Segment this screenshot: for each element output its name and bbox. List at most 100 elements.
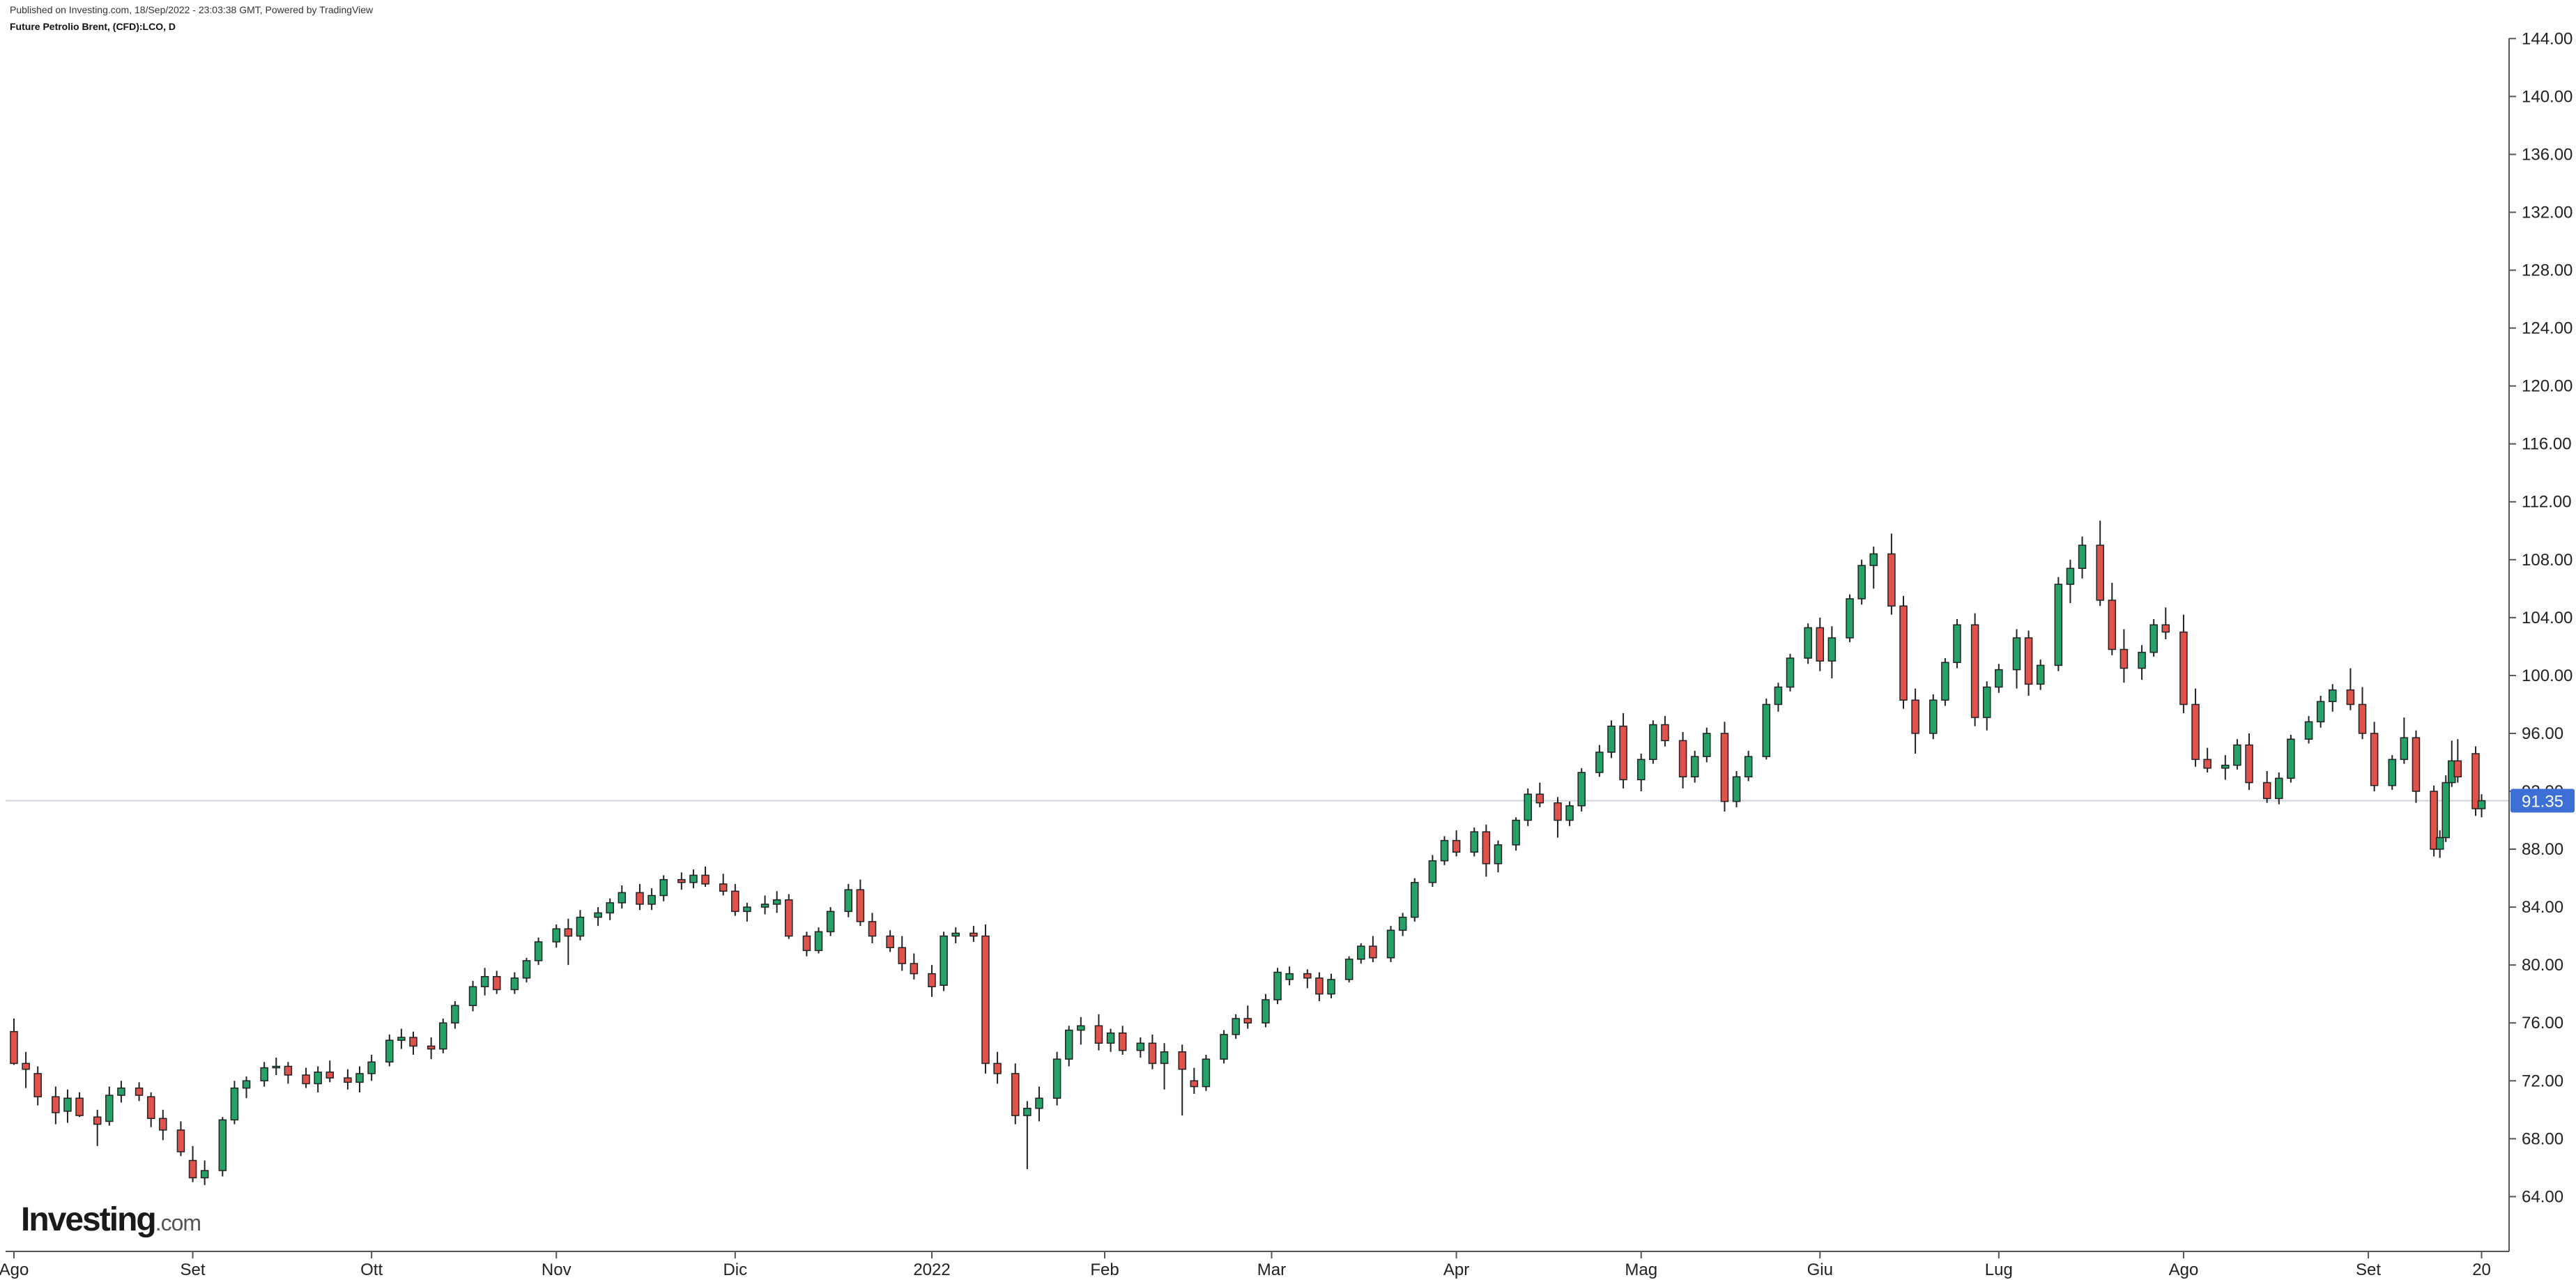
candle-body	[1136, 1042, 1145, 1051]
candle-body	[385, 1039, 394, 1063]
candle-body	[2400, 737, 2409, 761]
candle	[367, 1054, 376, 1081]
candle	[10, 1019, 18, 1065]
candle-body	[510, 977, 519, 991]
candle	[576, 910, 585, 940]
candle	[1636, 754, 1646, 792]
candle	[1649, 720, 1657, 764]
candle-body	[1398, 916, 1407, 931]
candle	[2024, 630, 2033, 696]
candle-body	[1077, 1025, 1085, 1031]
investing-logo: Investing.com	[21, 1201, 201, 1239]
candle-body	[1703, 733, 1711, 757]
candle	[826, 907, 835, 936]
candle	[1982, 681, 1991, 731]
candle-body	[1243, 1018, 1252, 1023]
candle	[1136, 1037, 1145, 1058]
candle-body	[564, 928, 573, 937]
candle	[969, 926, 978, 942]
candle	[1023, 1101, 1032, 1169]
candle	[772, 891, 781, 913]
candle-body	[2358, 703, 2367, 734]
candle	[2262, 770, 2271, 803]
candle	[272, 1058, 281, 1075]
candle	[385, 1034, 394, 1067]
candle-body	[272, 1065, 281, 1069]
candle	[2096, 520, 2104, 607]
candle	[230, 1081, 239, 1125]
candle	[2233, 739, 2241, 770]
candle-body	[534, 941, 543, 961]
candle	[176, 1121, 185, 1157]
candle-body	[2221, 764, 2230, 769]
candle	[409, 1031, 417, 1055]
candle	[1786, 653, 1795, 692]
candle	[397, 1028, 406, 1049]
candle	[451, 1001, 459, 1029]
candle	[314, 1066, 322, 1092]
candle	[2453, 739, 2462, 783]
candle	[1148, 1034, 1157, 1069]
candle-body	[1273, 971, 1282, 1000]
candle	[1452, 830, 1461, 857]
candle-body	[2078, 544, 2087, 570]
candle	[427, 1037, 436, 1060]
y-tick-label: 120.00	[2522, 377, 2573, 396]
y-tick-label: 116.00	[2522, 435, 2572, 454]
candle-body	[1661, 724, 1669, 742]
candle-body	[844, 889, 853, 913]
candle-body	[2304, 721, 2313, 740]
candle	[1410, 878, 1419, 922]
y-tick-label: 104.00	[2522, 609, 2573, 627]
candle-body	[117, 1087, 125, 1096]
candle-body	[218, 1119, 227, 1171]
candle-body	[522, 960, 531, 979]
candle-body	[552, 928, 560, 943]
y-tick-label: 108.00	[2522, 551, 2573, 570]
candle-body	[1452, 839, 1461, 853]
candle	[1535, 782, 1544, 807]
candle-body	[618, 892, 627, 904]
candle	[1970, 613, 1979, 726]
candle	[1303, 969, 1312, 989]
candle	[2012, 629, 2021, 689]
published-note: Published on Investing.com, 18/Sep/2022 …	[10, 4, 374, 15]
candle-body	[731, 890, 739, 913]
candle-body	[2066, 567, 2075, 585]
candle-body	[969, 932, 978, 937]
y-tick-label: 96.00	[2522, 724, 2563, 743]
candle	[2054, 577, 2063, 671]
candle-body	[1148, 1042, 1157, 1065]
candle-body	[636, 892, 644, 905]
candle-body	[159, 1118, 167, 1131]
candle-body	[1732, 776, 1741, 802]
candle-body	[2024, 637, 2033, 685]
candle-body	[2245, 744, 2253, 784]
candle	[1243, 1005, 1252, 1029]
candle-body	[1285, 973, 1294, 980]
candle	[325, 1060, 335, 1083]
candle-body	[451, 1005, 459, 1023]
candle-body	[438, 1022, 447, 1050]
candle-body	[2012, 637, 2021, 671]
candle-body	[1035, 1097, 1043, 1109]
candle	[1524, 788, 1532, 826]
candle	[1327, 973, 1335, 998]
candle	[468, 981, 477, 1012]
candle-body	[135, 1087, 144, 1096]
candle-body	[2149, 624, 2158, 653]
candle	[2119, 629, 2129, 683]
candle	[1678, 731, 1687, 788]
candle	[981, 924, 990, 1074]
candle-body	[2262, 782, 2271, 800]
candle	[480, 968, 489, 996]
candle	[1440, 836, 1449, 865]
candle	[1762, 699, 1771, 760]
candle	[719, 874, 728, 896]
candle-body	[1804, 627, 1812, 659]
candle-body	[1344, 959, 1354, 980]
candle-body	[1535, 793, 1544, 804]
y-tick-label: 144.00	[2522, 29, 2573, 48]
candle-body	[2316, 701, 2325, 723]
candle-body	[284, 1065, 293, 1076]
